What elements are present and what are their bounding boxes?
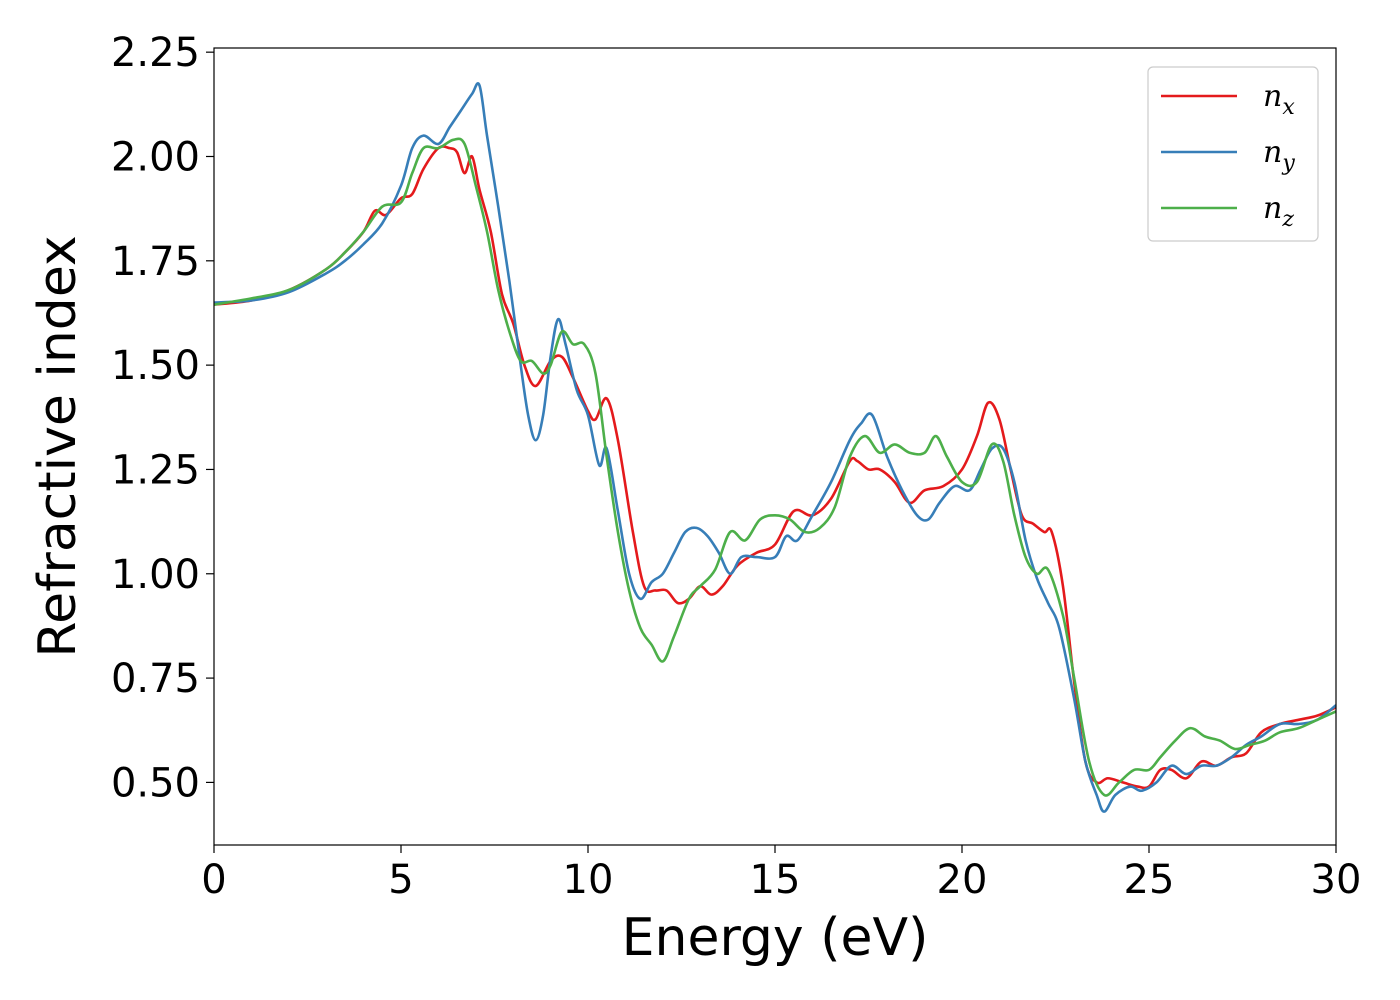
series-line-ny xyxy=(214,82,1336,813)
x-tick-label: 0 xyxy=(201,857,226,903)
y-tick-label: 1.00 xyxy=(111,552,200,598)
x-tick-label: 10 xyxy=(563,857,614,903)
y-axis: 0.50 0.75 1.00 1.25 1.50 1.75 2.00 2.25 xyxy=(111,30,214,806)
y-tick-label: 1.50 xyxy=(111,343,200,389)
x-tick-label: 25 xyxy=(1124,857,1175,903)
y-tick-label: 1.25 xyxy=(111,447,200,493)
legend-label-main: n xyxy=(1263,79,1282,114)
y-tick-label: 1.75 xyxy=(111,239,200,285)
series-line-nx xyxy=(214,145,1336,790)
legend-label-subscript: x xyxy=(1282,95,1295,120)
legend-label-nx: nx xyxy=(1263,79,1295,120)
series-line-nz xyxy=(214,137,1336,797)
x-tick-label: 30 xyxy=(1311,857,1362,903)
series-layer xyxy=(214,82,1336,813)
x-tick-label: 20 xyxy=(937,857,988,903)
legend-label-subscript: y xyxy=(1281,151,1295,176)
y-tick-label: 0.50 xyxy=(111,760,200,806)
legend-label-main: n xyxy=(1263,191,1282,226)
legend-label-nz: nz xyxy=(1263,191,1294,232)
y-tick-label: 0.75 xyxy=(111,656,200,702)
x-tick-label: 5 xyxy=(388,857,413,903)
y-tick-label: 2.25 xyxy=(111,30,200,76)
legend-label-ny: ny xyxy=(1263,135,1295,176)
legend-label-subscript: z xyxy=(1281,207,1294,232)
y-tick-label: 2.00 xyxy=(111,134,200,180)
x-axis-label: Energy (eV) xyxy=(622,908,929,968)
x-tick-label: 15 xyxy=(750,857,801,903)
legend-label-main: n xyxy=(1263,135,1282,170)
legend-box xyxy=(1147,66,1319,242)
y-axis-label: Refractive index xyxy=(28,235,88,657)
x-axis: 0 5 10 15 20 25 30 xyxy=(201,845,1361,903)
